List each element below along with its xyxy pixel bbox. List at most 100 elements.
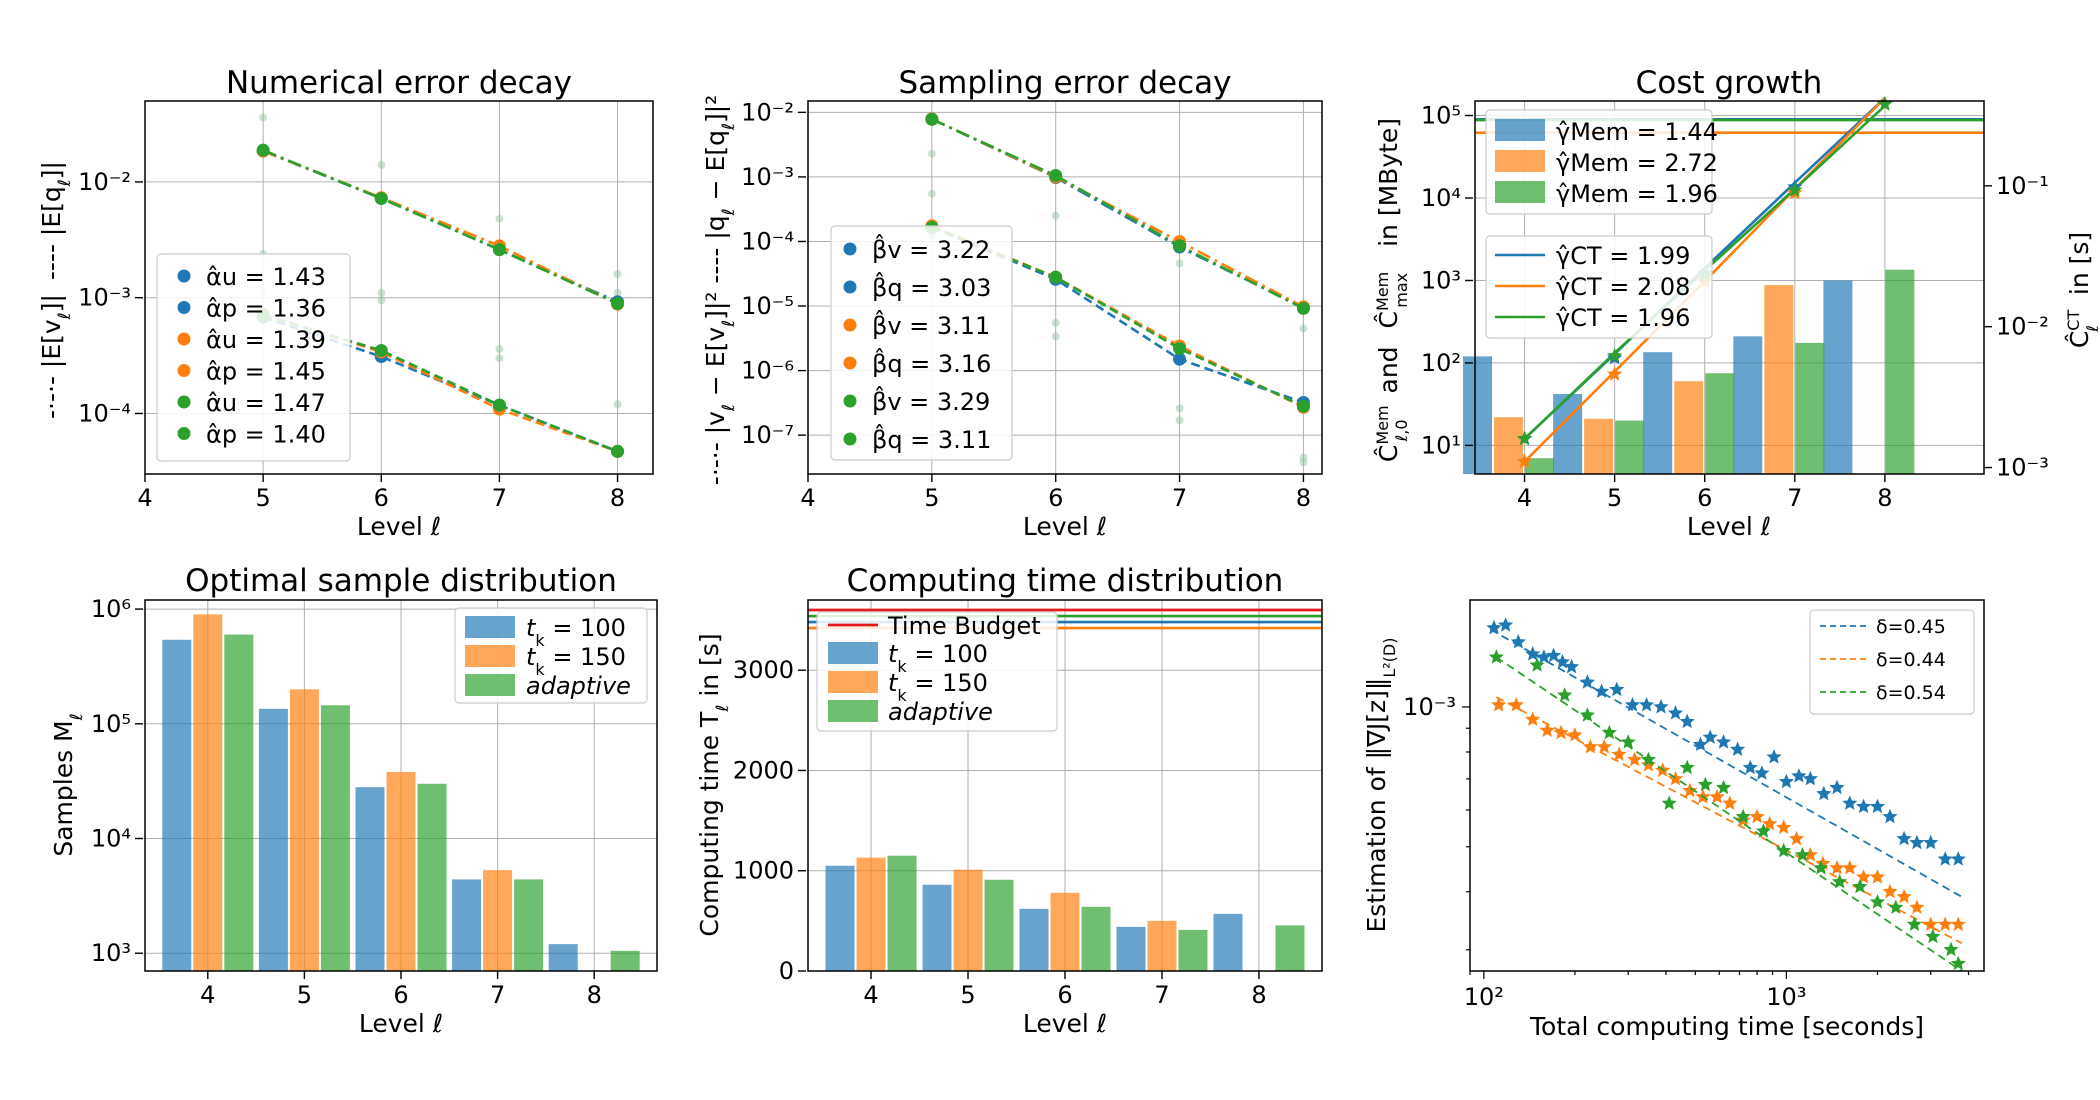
x-tick-label: 5 [255, 484, 270, 512]
x-axis-label: Level ℓ [359, 1009, 443, 1038]
legend-label: γ̂CT = 1.99 [1556, 242, 1690, 270]
data-point [374, 343, 388, 357]
data-point [1754, 765, 1770, 780]
bar [1116, 926, 1146, 971]
sample-point [377, 296, 386, 305]
data-point [1546, 647, 1562, 663]
y-tick-label: 10⁶ [91, 595, 131, 623]
data-point [1486, 619, 1502, 635]
x-tick-label: 8 [610, 484, 625, 512]
data-point [1557, 687, 1573, 702]
legend-label-sub: k [535, 631, 545, 650]
legend-label-main: t [888, 640, 899, 668]
data-point [1173, 341, 1187, 355]
ct-point [1607, 366, 1623, 381]
chart-title: Sampling error decay [899, 65, 1232, 101]
bar [1823, 280, 1853, 474]
x-tick-label: 4 [1517, 484, 1532, 512]
legend-marker [177, 395, 191, 409]
bar [1275, 925, 1305, 971]
plot-frame [807, 100, 1323, 475]
data-point [1601, 724, 1617, 740]
data-point [1661, 795, 1677, 810]
data-point [1173, 239, 1187, 253]
legend-box-ct [1485, 235, 1713, 339]
data-point [1722, 795, 1738, 810]
legend-label-rest: = 150 [545, 643, 626, 671]
x-tick-label: 4 [800, 484, 815, 512]
sample-point [1175, 404, 1184, 413]
plot-frame [144, 100, 654, 475]
data-point [1567, 727, 1583, 742]
legend-marker [177, 301, 191, 314]
bar [483, 870, 513, 971]
x-tick-label: 7 [1172, 484, 1187, 512]
legend-label-rest: = 150 [907, 669, 988, 697]
marks [925, 112, 1310, 467]
data-point [1776, 842, 1792, 858]
ct-point [1787, 182, 1803, 197]
legend-label: β̂v = 3.22 [872, 234, 990, 264]
y-tick-label: 10⁻³ [741, 163, 794, 191]
fit-line [1495, 656, 1963, 972]
legend-marker [177, 269, 191, 283]
legend-label-main: t [526, 643, 537, 671]
x-axis-label: Level ℓ [357, 512, 441, 541]
sample-point [1299, 324, 1308, 333]
legend-marker [843, 356, 857, 370]
legend-label-rest: = 100 [907, 640, 988, 668]
x-axis-label: Level ℓ [1687, 512, 1771, 541]
legend-label-main: adaptive [888, 698, 993, 726]
data-point [1802, 847, 1818, 862]
y-tick-label: 10⁻³ [78, 284, 131, 312]
x-tick-label: 8 [587, 981, 602, 1009]
y-tick-label: 0 [779, 957, 794, 985]
legend-swatch [1495, 119, 1545, 141]
data-point [1794, 847, 1810, 862]
data-point [1896, 830, 1912, 846]
data-point [1624, 697, 1641, 712]
data-point [1296, 399, 1310, 413]
data-point [1832, 873, 1848, 889]
data-point [256, 143, 270, 157]
x-tick-label: 6 [374, 484, 389, 512]
x-tick-label: 5 [297, 981, 312, 1009]
data-point [1579, 707, 1595, 722]
data-point [1923, 834, 1939, 850]
bar [417, 783, 447, 971]
x-tick-label: 6 [1697, 484, 1712, 512]
sample-point [927, 149, 936, 158]
legend-swatch [828, 700, 878, 722]
data-point [1564, 658, 1580, 674]
data-point [1896, 888, 1912, 904]
x-ticks: 4 5 6 7 8 [200, 971, 602, 1009]
y-ticks: 10¹ 10² 10³ 10⁴ 10⁵ [1421, 102, 1473, 459]
data-point [1888, 899, 1904, 914]
data-point [1730, 741, 1746, 756]
data-point [1296, 301, 1310, 315]
bar [1178, 929, 1208, 971]
data-point [1682, 782, 1698, 798]
data-point [611, 297, 625, 311]
y-tick-label: 10⁵ [1421, 102, 1461, 130]
sample-point [613, 270, 622, 279]
legend-swatch [1495, 181, 1545, 203]
data-point [1762, 815, 1778, 831]
bar [1213, 913, 1243, 971]
legend-swatch [828, 671, 878, 693]
legend-label-sub: k [897, 657, 907, 676]
x-tick-label: 6 [1057, 981, 1072, 1009]
x-tick-label: 6 [1048, 484, 1063, 512]
data-point [1749, 808, 1765, 824]
legend-marker [177, 364, 191, 377]
data-point [1735, 808, 1751, 824]
sample-point [613, 400, 622, 409]
bar [825, 865, 855, 971]
data-point [1802, 770, 1818, 786]
data-point [1950, 851, 1966, 866]
x-ticks: 4 5 6 7 8 [137, 474, 625, 512]
data-point [1173, 352, 1187, 366]
data-point [1950, 916, 1966, 931]
data-point [1049, 270, 1063, 284]
data-point [1943, 941, 1959, 957]
